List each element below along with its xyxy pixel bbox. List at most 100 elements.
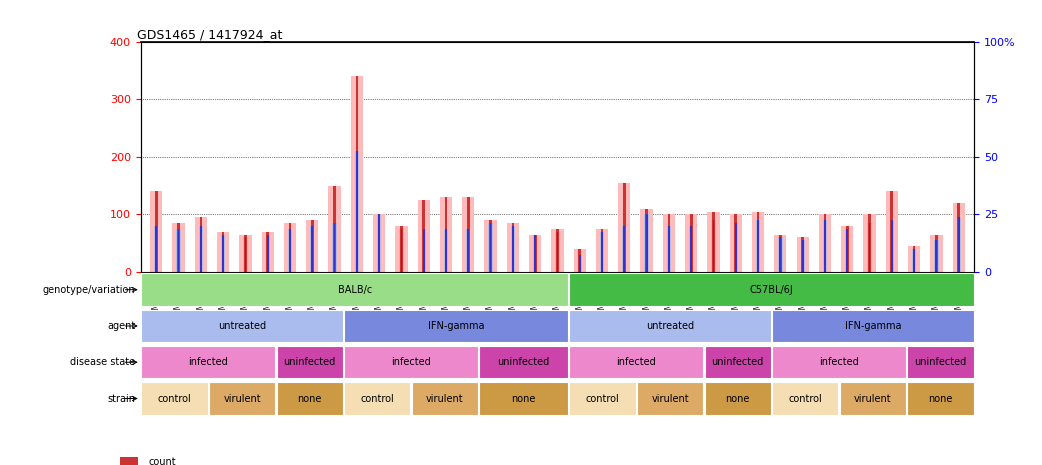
Bar <box>819 214 832 272</box>
Bar <box>529 235 541 272</box>
Bar <box>551 229 564 272</box>
Bar <box>344 346 478 379</box>
Bar <box>377 214 381 272</box>
Bar <box>445 197 447 272</box>
Bar <box>506 223 519 272</box>
Bar <box>479 382 568 415</box>
Bar <box>328 186 341 272</box>
Bar <box>712 220 716 272</box>
Bar <box>772 310 973 342</box>
Bar <box>689 226 693 272</box>
Bar <box>199 217 202 272</box>
Bar <box>355 76 358 272</box>
Bar <box>913 249 915 272</box>
Bar <box>422 200 425 272</box>
Bar <box>735 214 737 272</box>
Bar <box>935 240 939 272</box>
Text: uninfected: uninfected <box>497 357 550 367</box>
Bar <box>846 226 848 272</box>
Bar <box>468 229 469 272</box>
Bar <box>512 223 515 272</box>
Bar <box>891 220 893 272</box>
Text: IFN-gamma: IFN-gamma <box>428 321 485 331</box>
Bar <box>354 151 359 272</box>
Bar <box>623 226 625 272</box>
Bar <box>378 214 380 272</box>
Text: infected: infected <box>617 357 656 367</box>
Text: uninfected: uninfected <box>914 357 967 367</box>
Bar <box>936 240 937 272</box>
Bar <box>713 220 715 272</box>
Bar <box>708 212 720 272</box>
Bar <box>756 212 760 272</box>
Bar <box>178 229 179 272</box>
Bar <box>755 220 761 272</box>
Bar <box>490 220 492 272</box>
Bar <box>569 346 703 379</box>
Bar <box>262 232 274 272</box>
Bar <box>344 382 411 415</box>
Text: infected: infected <box>819 357 859 367</box>
Text: genotype/variation: genotype/variation <box>43 285 135 295</box>
Bar <box>958 217 960 272</box>
Bar <box>704 346 771 379</box>
Bar <box>623 183 625 272</box>
Bar <box>489 223 493 272</box>
Bar <box>399 229 403 272</box>
Text: agent: agent <box>107 321 135 331</box>
Bar <box>142 310 343 342</box>
Text: infected: infected <box>391 357 431 367</box>
Bar <box>846 229 848 272</box>
Text: virulent: virulent <box>854 393 892 404</box>
Bar <box>867 223 872 272</box>
Bar <box>311 220 314 272</box>
Bar <box>243 238 248 272</box>
Bar <box>735 223 737 272</box>
Bar <box>217 232 229 272</box>
Bar <box>778 238 783 272</box>
Bar <box>490 223 492 272</box>
Bar <box>779 235 782 272</box>
Bar <box>142 346 275 379</box>
Bar <box>823 220 827 272</box>
Bar <box>579 255 580 272</box>
Bar <box>344 310 568 342</box>
Bar <box>641 209 652 272</box>
Bar <box>729 214 742 272</box>
Bar <box>283 223 296 272</box>
Text: control: control <box>789 393 822 404</box>
Bar <box>373 214 386 272</box>
Bar <box>578 249 581 272</box>
Bar <box>534 235 538 272</box>
Text: none: none <box>725 393 750 404</box>
Text: strain: strain <box>107 393 135 404</box>
Bar <box>333 186 336 272</box>
Bar <box>466 229 470 272</box>
Bar <box>155 192 157 272</box>
Bar <box>569 310 771 342</box>
Bar <box>758 220 759 272</box>
Bar <box>801 238 804 272</box>
Bar <box>772 346 905 379</box>
Bar <box>958 203 960 272</box>
Bar <box>801 240 803 272</box>
Bar <box>891 192 893 272</box>
Bar <box>556 232 559 272</box>
Text: untreated: untreated <box>218 321 266 331</box>
Bar <box>908 246 920 272</box>
Bar <box>445 229 447 272</box>
Bar <box>772 382 839 415</box>
Bar <box>752 212 764 272</box>
Bar <box>569 382 636 415</box>
Bar <box>245 238 246 272</box>
Bar <box>222 232 224 272</box>
Bar <box>534 235 537 272</box>
Bar <box>668 214 670 272</box>
Bar <box>440 197 452 272</box>
Bar <box>244 235 247 272</box>
Bar <box>952 203 965 272</box>
Bar <box>485 220 497 272</box>
Bar <box>222 235 224 272</box>
Bar <box>463 197 474 272</box>
Bar <box>869 223 870 272</box>
